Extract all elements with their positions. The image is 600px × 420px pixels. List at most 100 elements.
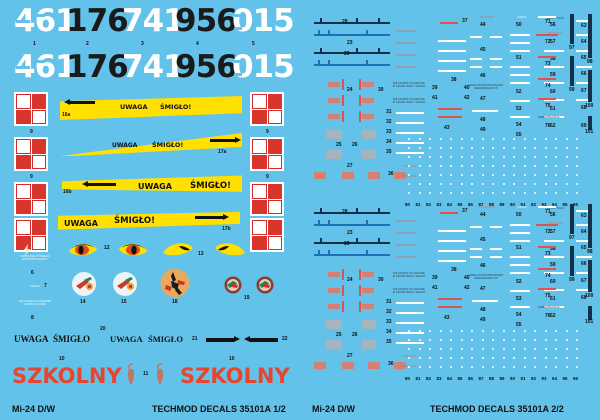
decal-index-26: 26	[352, 332, 358, 338]
decal-index-17b: 17b	[222, 226, 231, 232]
squadron-badge-19	[224, 276, 242, 294]
decal-index-66: 66	[581, 261, 587, 267]
decal-index-27: 27	[347, 353, 353, 359]
decal-index-24: 24	[347, 277, 353, 283]
decal-index-38: 38	[451, 77, 457, 83]
decal-index-35: 35	[386, 339, 392, 345]
warning-label-smiglo: ŚMIGŁO!	[114, 216, 155, 226]
warning-label-smiglo: ŚMIGŁO!	[152, 141, 184, 149]
decal-index-2: 2	[86, 41, 89, 47]
decal-sheet-right-page: 23 24 25 26 27 28	[300, 0, 600, 420]
arrow-left-icon	[82, 181, 116, 187]
checkerboard-insignia	[250, 92, 284, 126]
decal-index-25: 25	[336, 332, 342, 338]
decal-index-46: 46	[480, 73, 486, 79]
decal-index-33: 33	[386, 129, 392, 135]
decal-index-32: 32	[386, 309, 392, 315]
stencil-text-block-7: UWAGA	[30, 285, 40, 288]
decal-index-54: 54	[516, 122, 522, 128]
decal-index-39: 39	[432, 275, 438, 281]
arrow-right-icon	[210, 137, 241, 143]
decal-index-37: 37	[462, 18, 468, 24]
decal-index-61: 61	[550, 106, 556, 112]
decal-index-34: 34	[386, 139, 392, 145]
decal-index-9: 9	[30, 129, 33, 135]
decal-index-18: 18	[172, 299, 178, 305]
walkway-line	[314, 52, 390, 55]
eye-decal-cat-yellow	[214, 240, 246, 258]
tail-number-956-row2: 956	[175, 49, 238, 85]
decal-index-3: 3	[141, 41, 144, 47]
decal-index-62: 62	[550, 313, 556, 319]
stencil-text-block-6: OSTROŻNIE OTWIERAĆ WYRZUTNIA RAKIET	[20, 255, 50, 262]
squadron-badge-15	[113, 272, 137, 296]
tail-number-741-row1: 741	[122, 3, 185, 39]
warning-label-uwaga: UWAGA	[112, 142, 138, 149]
checkerboard-insignia	[14, 137, 48, 171]
decal-index-38: 38	[451, 267, 457, 273]
walkway-line	[314, 64, 390, 67]
decal-index-63: 63	[581, 23, 587, 29]
squadron-badge-19	[256, 276, 274, 294]
hook-decal-icon	[126, 363, 139, 392]
decal-index-64: 64	[581, 39, 587, 45]
tail-number-176-row1: 176	[66, 3, 129, 39]
decal-index-47: 47	[480, 96, 486, 102]
decal-index-50: 50	[516, 212, 522, 218]
decal-index-7: 7	[44, 283, 47, 289]
checkerboard-insignia	[14, 182, 48, 216]
eye-decal-red-yellow	[68, 240, 98, 258]
decal-index-61: 61	[550, 296, 556, 302]
decal-index-68: 68	[581, 295, 587, 301]
checkerboard-insignia	[14, 218, 48, 252]
decal-index-66: 66	[581, 71, 587, 77]
decal-index-43: 43	[444, 125, 450, 131]
warning-label-uwaga: UWAGA	[64, 219, 98, 228]
decal-index-32: 32	[386, 119, 392, 125]
decal-index-8: 8	[31, 315, 34, 321]
decal-index-27: 27	[347, 163, 353, 169]
decal-index-52: 52	[516, 89, 522, 95]
walkway-line	[314, 22, 390, 25]
arrow-left-icon	[64, 99, 95, 105]
lightning-stencil-icon	[22, 243, 32, 261]
decal-index-54: 54	[516, 312, 522, 318]
arrow-left-icon	[244, 336, 278, 342]
decal-index-53: 53	[516, 106, 522, 112]
decal-index-59: 59	[550, 72, 556, 78]
decal-index-35: 35	[386, 149, 392, 155]
decal-index-12: 12	[104, 245, 110, 251]
decal-index-58: 58	[550, 56, 556, 62]
decal-index-28: 28	[342, 209, 348, 215]
tail-number-176-row2: 176	[66, 49, 129, 85]
decal-index-67: 67	[581, 88, 587, 94]
szkolny-text-left: SZKOLNY	[12, 364, 122, 388]
decal-index-10: 10	[59, 356, 65, 362]
decal-index-49: 49	[480, 127, 486, 133]
decal-index-62: 62	[550, 123, 556, 129]
serif-warning-uwaga-2: UWAGA	[110, 334, 143, 344]
footer-brand-left: TECHMOD DECALS 35101A 1/2	[152, 404, 286, 414]
decal-index-68: 68	[581, 105, 587, 111]
decal-index-28: 28	[342, 19, 348, 25]
decal-index-49: 49	[480, 317, 486, 323]
walkway-line	[314, 224, 390, 227]
szkolny-text-right: SZKOLNY	[180, 364, 290, 388]
decal-index-26: 26	[352, 142, 358, 148]
checkerboard-insignia	[250, 182, 284, 216]
checkerboard-insignia	[250, 137, 284, 171]
arrow-right-icon	[195, 214, 229, 220]
serif-warning-uwaga-1: UWAGA	[14, 334, 49, 344]
decal-index-11: 11	[143, 371, 149, 377]
decal-index-50: 50	[516, 22, 522, 28]
decal-index-1: 1	[33, 41, 36, 47]
decal-index-31: 31	[386, 299, 392, 305]
squadron-badge-14	[72, 272, 96, 296]
decal-index-57: 57	[550, 39, 556, 45]
decal-index-69: 69	[581, 123, 587, 129]
decal-index-22: 22	[282, 336, 288, 342]
rotor-warning-stripe-17a	[60, 132, 242, 156]
decal-index-17a: 17a	[218, 149, 227, 155]
warning-label-smiglo: ŚMIGŁO!	[190, 181, 231, 191]
